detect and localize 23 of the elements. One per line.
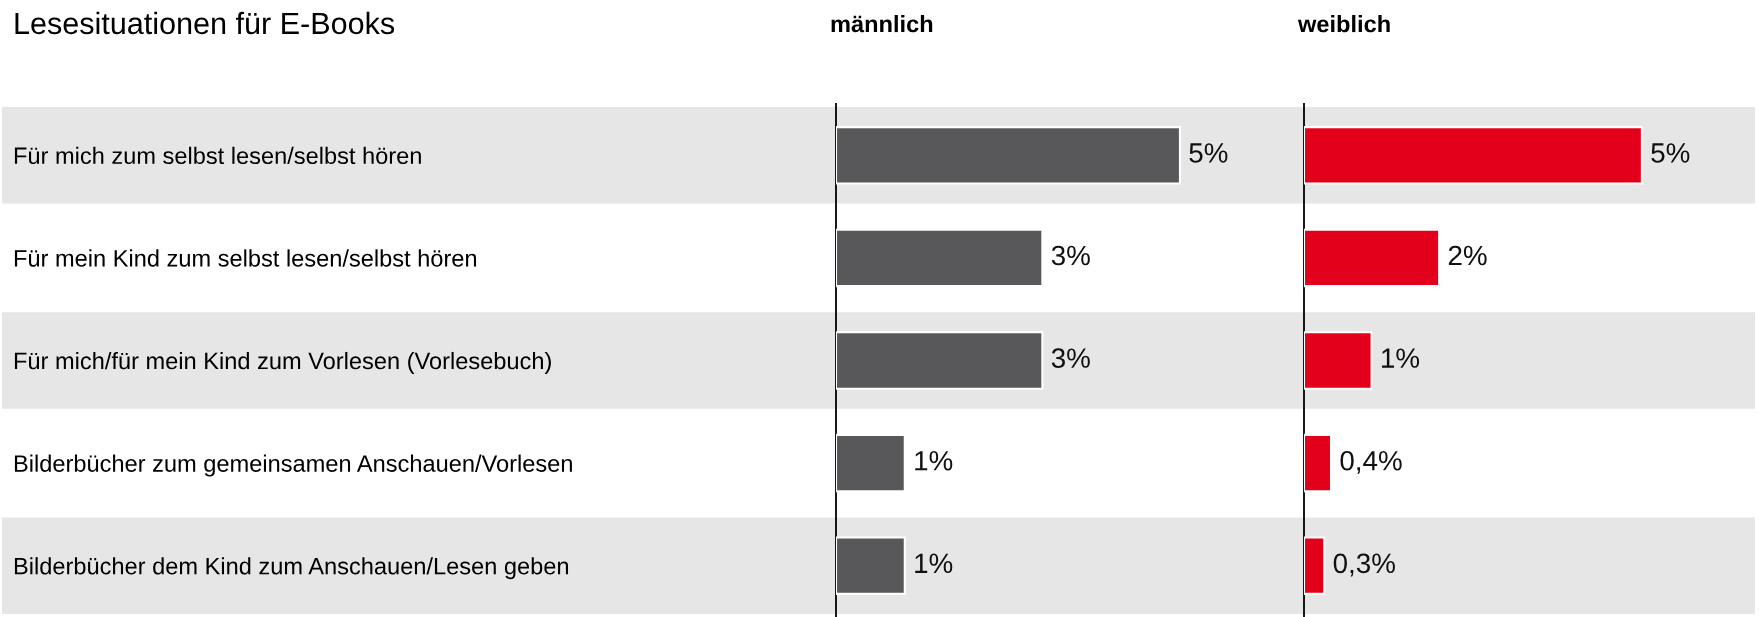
data-label: 1% [1382, 348, 1420, 368]
data-label: 3% [1051, 348, 1090, 368]
bar [1304, 331, 1373, 390]
y-tick-label: Für mein Kind zum selbst lesen/selbst hören [14, 249, 477, 267]
bar [1304, 126, 1643, 185]
y-tick-label: Für mich/für mein Kind zum Vorlesen (Vorlesebuch) [14, 351, 551, 374]
data-label: 5% [1189, 143, 1228, 163]
data-label: 1% [915, 451, 953, 471]
bar [1304, 433, 1333, 493]
y-tick-label: Für mich zum selbst lesen/selbst hören [14, 146, 421, 165]
data-label: 1% [915, 553, 953, 574]
bar [1304, 228, 1441, 288]
data-label: 3% [1051, 245, 1090, 266]
chart-subtitle: männlich [831, 15, 933, 33]
text: Lesesituationen für E-Books [15, 11, 395, 35]
y-tick-label: Bilderbücher dem Kind zum Anschauen/Lesen geben [14, 557, 569, 580]
bar [1304, 536, 1326, 595]
data-label: 5% [1651, 143, 1690, 163]
chart-title: weiblich [1297, 15, 1390, 33]
data-label: 0,3% [1333, 553, 1395, 577]
data-label: 2% [1448, 245, 1487, 266]
data-label: 0,4% [1340, 450, 1402, 474]
y-tick-label: Bilderbücher zum gemeinsamen Anschauen/Vorlesen [14, 454, 572, 477]
